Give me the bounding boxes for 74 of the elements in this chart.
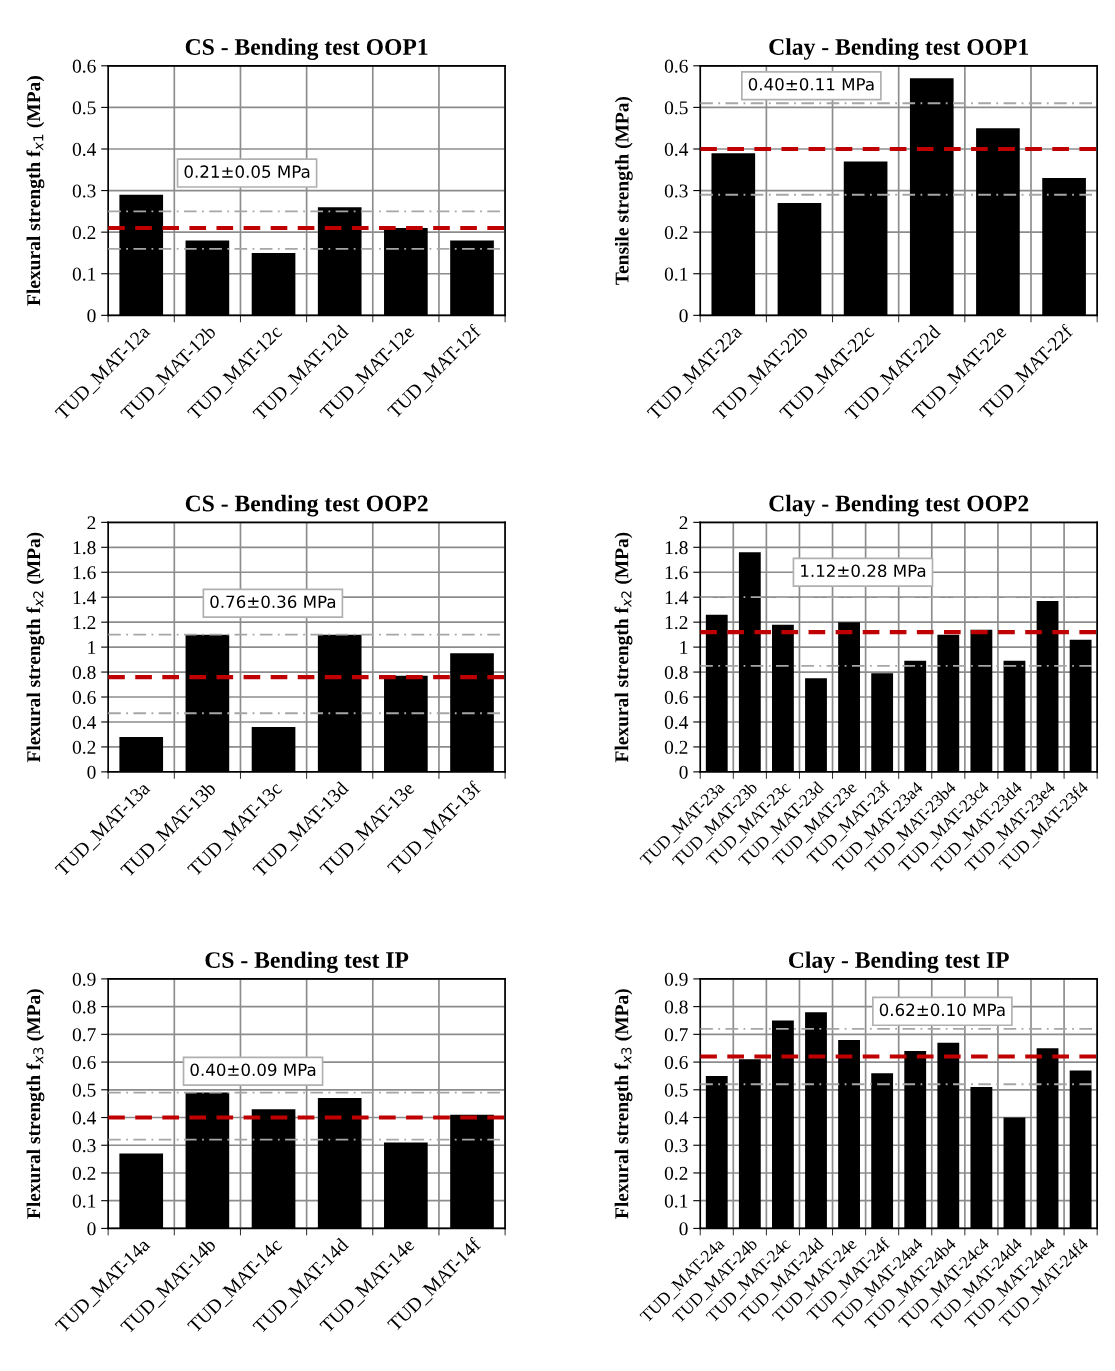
y-tick-label: 0 [87, 1222, 96, 1236]
y-tick-label: 0.4 [664, 715, 689, 729]
y-axis-title: Tensile strength (MPa) [614, 96, 633, 285]
y-tick-label: 1.4 [73, 591, 97, 605]
y-tick-label: 0.9 [664, 972, 688, 986]
y-tick-label: 0 [87, 309, 96, 323]
y-tick-label: 0 [679, 309, 688, 323]
y-tick-label: 1.2 [73, 616, 96, 630]
y-tick-label: 0.6 [664, 59, 688, 73]
y-tick-label: 0.6 [664, 1055, 688, 1070]
y-tick-label: 0 [679, 765, 688, 779]
y-tick-label: 0.3 [664, 184, 688, 198]
y-tick-label: 0.6 [72, 59, 96, 73]
y-tick-label: 1.8 [73, 541, 96, 555]
y-tick-label: 1 [680, 641, 688, 654]
y-tick-label: 0.4 [72, 715, 97, 729]
y-tick-label: 0.5 [72, 1083, 96, 1097]
y-tick-label: 0.1 [664, 267, 688, 281]
y-tick-label: 0.5 [664, 1083, 688, 1097]
y-tick-label: 0.6 [72, 1055, 96, 1070]
y-tick-label: 0.4 [72, 142, 97, 156]
y-axis-title: Flexural strength f$_{x2}$ (MPa) [614, 532, 633, 763]
y-tick-label: 2 [87, 516, 96, 530]
y-tick-label: 0.1 [72, 1194, 96, 1208]
y-axis-title: Flexural strength f$_{x3}$ (MPa) [26, 989, 45, 1219]
annotation: 0.76±0.36 MPa [210, 595, 336, 609]
y-tick-label: 0.2 [72, 225, 96, 240]
y-tick-label: 0.9 [72, 972, 96, 986]
y-tick-label: 0.4 [664, 142, 689, 156]
y-tick-label: 1.4 [665, 591, 689, 605]
chart-title: CS - Bending test OOP2 [185, 494, 428, 517]
y-tick-label: 1.2 [665, 616, 688, 630]
y-tick-label: 0.3 [72, 184, 96, 198]
y-tick-label: 0.7 [72, 1028, 96, 1042]
chart-title: Clay - Bending test OOP1 [769, 38, 1028, 60]
annotation: 1.12±0.28 MPa [801, 564, 926, 578]
y-axis-title: Flexural strength f$_{x2}$ (MPa) [26, 532, 45, 763]
y-tick-label: 0.5 [72, 101, 96, 115]
y-tick-label: 0.5 [664, 101, 688, 115]
y-tick-label: 1.6 [73, 566, 96, 580]
y-tick-label: 0 [679, 1222, 688, 1236]
chart-title: CS - Bending test OOP1 [185, 38, 428, 60]
y-tick-label: 0.2 [664, 1166, 688, 1180]
y-tick-label: 2 [679, 516, 688, 530]
y-tick-label: 0.3 [72, 1139, 96, 1153]
chart-title: CS - Bending test IP [205, 951, 409, 973]
y-axis-title: Flexural strength f$_{x1}$ (MPa) [26, 76, 45, 306]
y-tick-label: 0.1 [664, 1194, 688, 1208]
y-tick-label: 0.2 [664, 225, 688, 240]
y-tick-label: 1.8 [665, 541, 688, 555]
annotation: 0.40±0.11 MPa [748, 78, 874, 91]
y-tick-label: 0.8 [72, 1000, 96, 1014]
annotation: 0.40±0.09 MPa [190, 1063, 316, 1077]
y-tick-label: 0.7 [664, 1028, 688, 1042]
y-tick-label: 0.6 [72, 690, 96, 705]
y-tick-label: 1.6 [665, 566, 688, 580]
y-tick-label: 0 [87, 765, 96, 779]
y-tick-label: 0.4 [664, 1111, 689, 1125]
y-tick-label: 0.2 [72, 740, 96, 754]
y-tick-label: 0.6 [664, 690, 688, 705]
y-tick-label: 0.8 [72, 665, 96, 680]
y-tick-label: 0.2 [664, 740, 688, 754]
y-tick-label: 1 [88, 641, 96, 654]
annotation: 0.62±0.10 MPa [879, 1003, 1005, 1017]
chart-title: Clay - Bending test IP [789, 951, 1009, 973]
y-axis-title: Flexural strength f$_{x3}$ (MPa) [614, 989, 633, 1219]
chart-title: Clay - Bending test OOP2 [769, 494, 1029, 517]
y-tick-label: 0.2 [72, 1166, 96, 1180]
y-tick-label: 0.3 [664, 1139, 688, 1153]
y-tick-label: 0.8 [664, 1000, 688, 1014]
annotation: 0.21±0.05 MPa [184, 165, 310, 178]
y-tick-label: 0.1 [72, 267, 96, 281]
y-tick-label: 0.8 [664, 665, 688, 680]
y-tick-label: 0.4 [72, 1111, 97, 1125]
